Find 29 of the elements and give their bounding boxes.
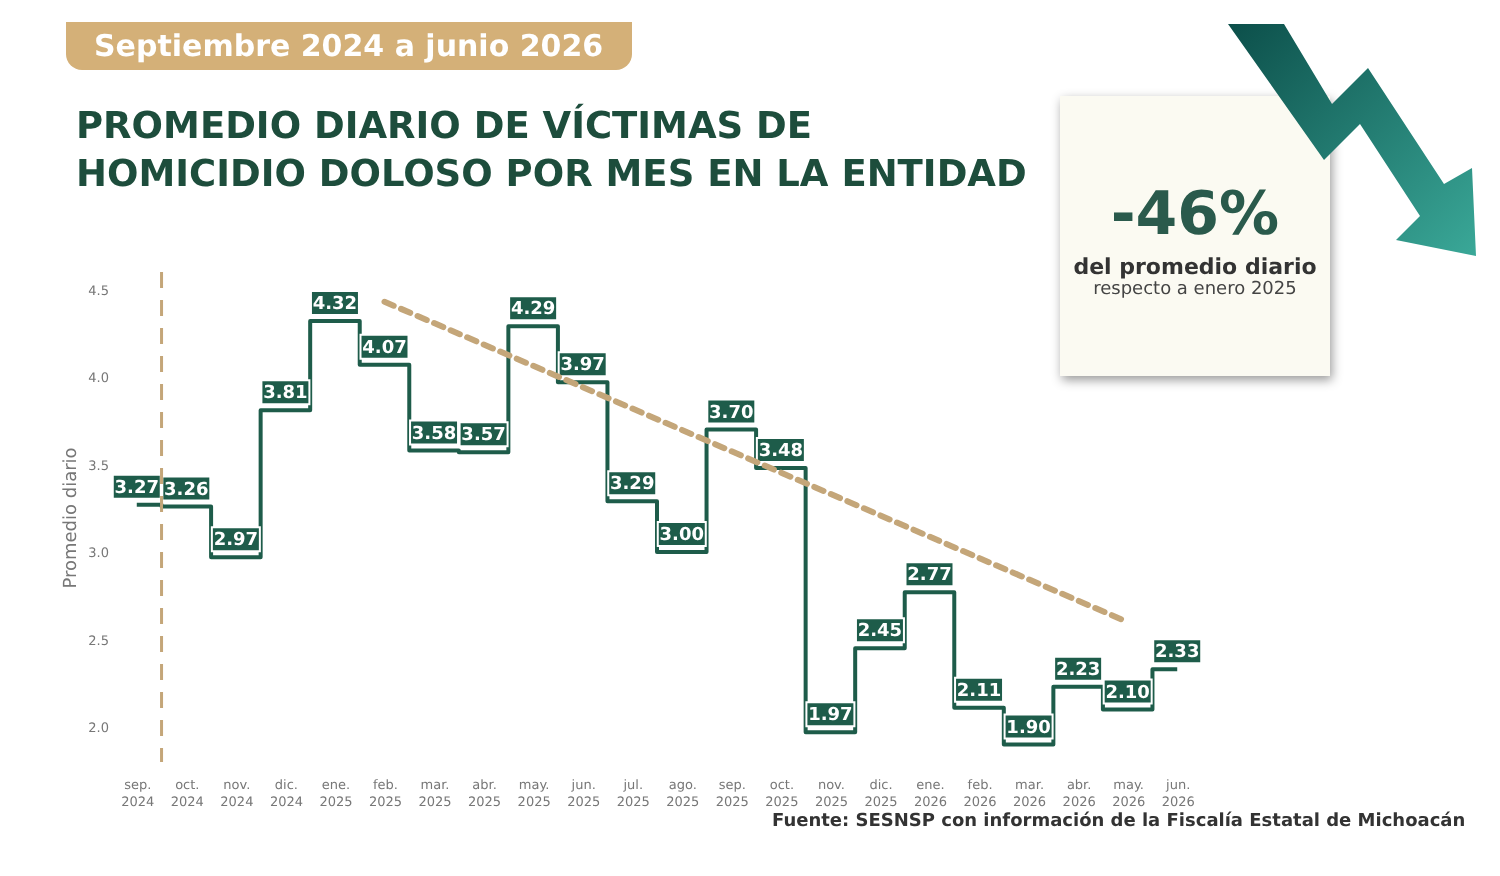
chart-subtitle: Septiembre 2024 a junio 2026: [66, 22, 632, 70]
data-label: 3.58: [411, 424, 457, 445]
y-axis-title: Promedio diario: [62, 446, 83, 589]
data-label: 3.00: [659, 526, 704, 546]
data-label: 2.11: [956, 681, 1002, 702]
data-label: 3.97: [560, 356, 605, 377]
data-label: 1.97: [808, 706, 853, 727]
data-label: 2.23: [1055, 660, 1101, 681]
data-label: 3.57: [461, 426, 506, 447]
data-label: 3.81: [263, 384, 308, 405]
data-label: 2.33: [1155, 643, 1200, 664]
data-label: 1.90: [1006, 718, 1051, 739]
data-label: 2.10: [1105, 683, 1150, 704]
data-label: 3.70: [709, 403, 754, 424]
data-label: 2.45: [857, 622, 903, 643]
data-label: 2.77: [907, 566, 952, 587]
data-label: 4.07: [362, 338, 407, 359]
data-label: 3.27: [114, 478, 159, 499]
annotation: del promedio diario: [1071, 254, 1319, 280]
data-label: 3.29: [610, 475, 655, 496]
data-label: 3.26: [164, 480, 209, 501]
source-note: Fuente: SESNSP con información de la Fiscalía Estatal de Michoacán: [772, 812, 1466, 832]
data-label: 3.48: [758, 442, 804, 462]
annotation: respecto a enero 2025: [1091, 280, 1299, 300]
note-card: -46% del promedio diario respecto a enero 2025: [1060, 96, 1330, 376]
chart-title: PROMEDIO DIARIO DE VÍCTIMAS DE HOMICIDIO DOLOSO POR MES EN LA ENTIDAD: [76, 104, 1029, 200]
data-label: 4.32: [312, 295, 358, 315]
data-label: 2.97: [213, 531, 259, 552]
data-label: 4.29: [510, 300, 556, 321]
